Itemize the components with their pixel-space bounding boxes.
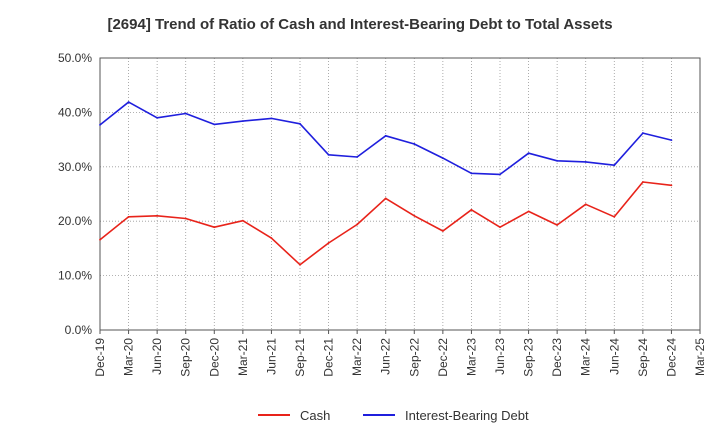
data-point — [127, 101, 130, 103]
y-tick-label: 30.0% — [58, 160, 92, 174]
plot-frame — [99, 57, 701, 331]
data-point — [213, 226, 216, 229]
x-tick-label: Sep-24 — [636, 338, 650, 377]
data-point — [584, 161, 587, 163]
data-point — [184, 112, 187, 115]
data-point — [156, 116, 159, 119]
data-point — [99, 238, 101, 241]
x-tick-label: Mar-21 — [236, 338, 250, 376]
data-point — [299, 122, 301, 125]
data-point — [413, 143, 416, 145]
data-point — [556, 224, 559, 226]
legend-label: Interest-Bearing Debt — [405, 408, 529, 423]
y-tick-label: 50.0% — [58, 51, 92, 65]
data-point — [470, 172, 473, 175]
y-tick-label: 0.0% — [65, 323, 93, 337]
data-point — [299, 263, 301, 266]
x-tick-label: Sep-22 — [407, 338, 421, 377]
x-tick-label: Dec-24 — [664, 338, 678, 377]
data-point — [527, 152, 530, 155]
data-point — [356, 223, 359, 226]
data-point — [156, 214, 159, 217]
data-point — [99, 124, 101, 126]
y-tick-label: 10.0% — [58, 269, 92, 283]
legend: Cash Interest-Bearing Debt — [258, 408, 529, 423]
data-point — [584, 203, 587, 206]
x-tick-label: Dec-19 — [93, 338, 107, 377]
data-point — [556, 159, 559, 162]
x-tick-label: Dec-21 — [322, 338, 336, 377]
data-point — [670, 184, 673, 187]
grid-layer — [99, 57, 701, 331]
x-tick-label: Mar-22 — [350, 338, 364, 376]
chart-title: [2694] Trend of Ratio of Cash and Intere… — [107, 16, 613, 33]
data-point — [127, 215, 130, 218]
x-tick-label: Sep-20 — [179, 338, 193, 377]
x-tick-label: Dec-22 — [436, 338, 450, 377]
data-point — [270, 117, 273, 120]
data-point — [613, 215, 616, 218]
data-point — [641, 132, 644, 134]
data-point — [499, 226, 501, 229]
y-tick-label: 20.0% — [58, 214, 92, 228]
data-point — [327, 242, 330, 244]
data-point — [441, 230, 444, 232]
data-point — [470, 208, 473, 211]
data-point — [384, 197, 387, 200]
data-point — [613, 164, 616, 167]
data-point — [241, 219, 244, 222]
x-tick-label: Jun-22 — [379, 338, 393, 375]
x-tick-label: Sep-23 — [522, 338, 536, 377]
x-tick-label: Mar-23 — [464, 338, 478, 376]
x-tick-label: Sep-21 — [293, 338, 307, 377]
axis-layer: 0.0% 10.0% 20.0% 30.0% 40.0% 50.0% Dec-19 Mar-2… — [58, 51, 707, 377]
data-point — [384, 134, 387, 137]
x-tick-label: Mar-24 — [579, 338, 593, 376]
x-tick-label: Mar-20 — [122, 338, 136, 376]
data-point — [184, 217, 187, 220]
x-tick-label: Jun-21 — [264, 338, 278, 375]
data-point — [527, 210, 530, 213]
data-point — [356, 156, 359, 158]
data-point — [241, 120, 244, 123]
x-tick-label: Jun-20 — [150, 338, 164, 375]
data-point — [327, 153, 330, 156]
data-point — [213, 123, 216, 126]
legend-label: Cash — [300, 408, 330, 423]
data-point — [270, 237, 273, 239]
y-tick-label: 40.0% — [58, 105, 92, 119]
x-tick-label: Jun-24 — [607, 338, 621, 375]
x-tick-label: Jun-23 — [493, 338, 507, 375]
data-point — [441, 157, 444, 159]
data-point — [641, 181, 644, 183]
data-point — [670, 139, 673, 142]
data-point — [499, 173, 501, 176]
x-tick-label: Dec-23 — [550, 338, 564, 377]
data-point — [413, 214, 416, 217]
x-tick-label: Mar-25 — [693, 338, 707, 376]
series-layer — [99, 101, 673, 266]
x-tick-label: Dec-20 — [207, 338, 221, 377]
